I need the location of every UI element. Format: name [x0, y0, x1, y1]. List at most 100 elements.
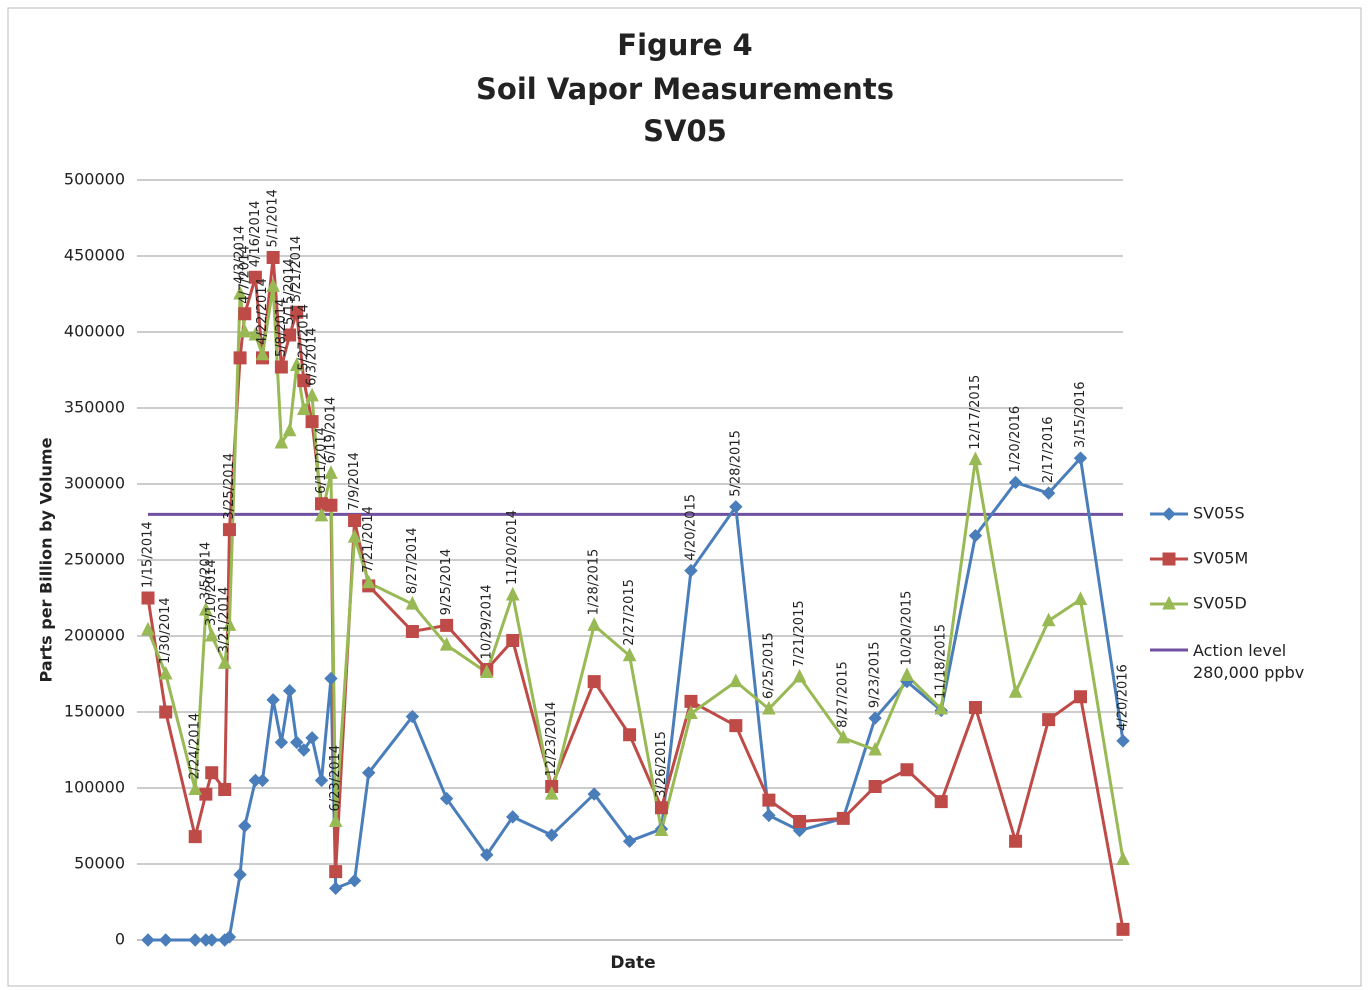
data-label: 11/18/2015 [934, 624, 949, 699]
data-point [266, 278, 280, 292]
data-point [479, 664, 494, 678]
data-label: 4/7/2014 [237, 245, 252, 303]
data-point [324, 671, 338, 686]
data-label: 4/22/2014 [255, 278, 270, 345]
data-label: 2/17/2016 [1041, 416, 1056, 483]
data-point [1074, 690, 1088, 704]
data-point [868, 779, 882, 793]
data-point [1073, 591, 1088, 606]
data-point [233, 351, 247, 365]
data-point [934, 700, 949, 715]
data-point [968, 451, 983, 466]
data-point [305, 731, 319, 745]
data-label: 5/21/2014 [289, 236, 304, 303]
data-point [314, 507, 329, 522]
data-label: 8/27/2014 [405, 527, 420, 594]
data-point [587, 675, 601, 689]
data-point [328, 881, 343, 896]
data-label: 5/8/2014 [274, 299, 289, 357]
data-point [868, 741, 882, 756]
data-label: 2/24/2014 [188, 713, 203, 780]
legend-label: SV05D [1193, 594, 1247, 613]
data-point [305, 387, 319, 402]
data-point [762, 793, 776, 807]
data-point [348, 513, 362, 527]
data-point [205, 766, 219, 780]
data-label: 11/20/2014 [505, 510, 520, 585]
data-point [1041, 486, 1056, 500]
data-point [622, 834, 637, 848]
data-point [1116, 734, 1130, 748]
data-point [1008, 684, 1023, 698]
data-point [1073, 451, 1088, 465]
y-tick-label: 350000 [64, 398, 125, 417]
data-point [158, 665, 173, 680]
y-tick-label: 150000 [64, 702, 125, 721]
legend-marker [1162, 552, 1176, 566]
data-point [222, 523, 236, 537]
data-label: 4/20/2015 [683, 494, 698, 561]
data-point [836, 729, 851, 744]
data-point [199, 787, 213, 801]
data-point [405, 709, 420, 724]
data-point [237, 323, 252, 338]
data-point [793, 814, 807, 828]
chart-title: Soil Vapor Measurements [476, 72, 894, 106]
data-label: 4/16/2014 [248, 201, 263, 268]
y-tick-label: 250000 [64, 550, 125, 569]
data-point [238, 307, 252, 321]
data-point [729, 673, 743, 688]
data-point [255, 773, 270, 788]
data-point [141, 621, 155, 636]
data-label: 7/9/2014 [347, 452, 362, 510]
data-point [900, 763, 914, 777]
data-point [587, 617, 601, 631]
data-label: 3/26/2015 [654, 731, 669, 798]
data-point [440, 618, 454, 632]
chart-border [7, 7, 1362, 987]
data-label: 5/15/2014 [282, 258, 297, 325]
data-point [204, 627, 219, 642]
data-point [654, 801, 668, 815]
data-label: 3/25/2014 [222, 453, 237, 520]
chart-title: SV05 [643, 114, 727, 148]
data-point [405, 624, 419, 638]
y-tick-label: 200000 [64, 626, 125, 645]
data-point [248, 270, 262, 284]
data-label: 4/3/2014 [233, 226, 248, 284]
y-tick-label: 50000 [74, 854, 125, 873]
data-label: 6/11/2014 [314, 427, 329, 494]
data-label: 6/23/2014 [328, 745, 343, 812]
data-point [1116, 851, 1130, 865]
legend-label: Action level 280,000 ppbv [1193, 641, 1305, 682]
data-label: 3/10/2014 [204, 559, 219, 626]
data-label: 10/29/2014 [479, 585, 494, 660]
data-point [282, 422, 297, 437]
data-point [480, 848, 494, 862]
data-point [439, 637, 454, 651]
data-point [314, 773, 329, 788]
data-point [282, 684, 297, 698]
data-point [968, 528, 983, 543]
legend-label: SV05S [1193, 504, 1245, 523]
data-point [347, 529, 362, 543]
data-point [222, 930, 237, 944]
data-point [283, 328, 297, 342]
data-point [729, 719, 743, 733]
data-point [361, 574, 376, 589]
data-point [290, 305, 304, 319]
data-point [141, 933, 155, 947]
data-label: 7/21/2014 [361, 506, 376, 573]
data-point [324, 498, 338, 512]
data-point [900, 667, 914, 682]
y-tick-label: 450000 [64, 246, 125, 265]
data-point [274, 434, 289, 449]
data-point [188, 781, 203, 796]
data-point [266, 251, 280, 265]
data-point [1008, 475, 1023, 490]
data-point [792, 668, 807, 683]
data-point [274, 360, 288, 374]
data-point [266, 693, 280, 707]
data-point [255, 346, 270, 361]
